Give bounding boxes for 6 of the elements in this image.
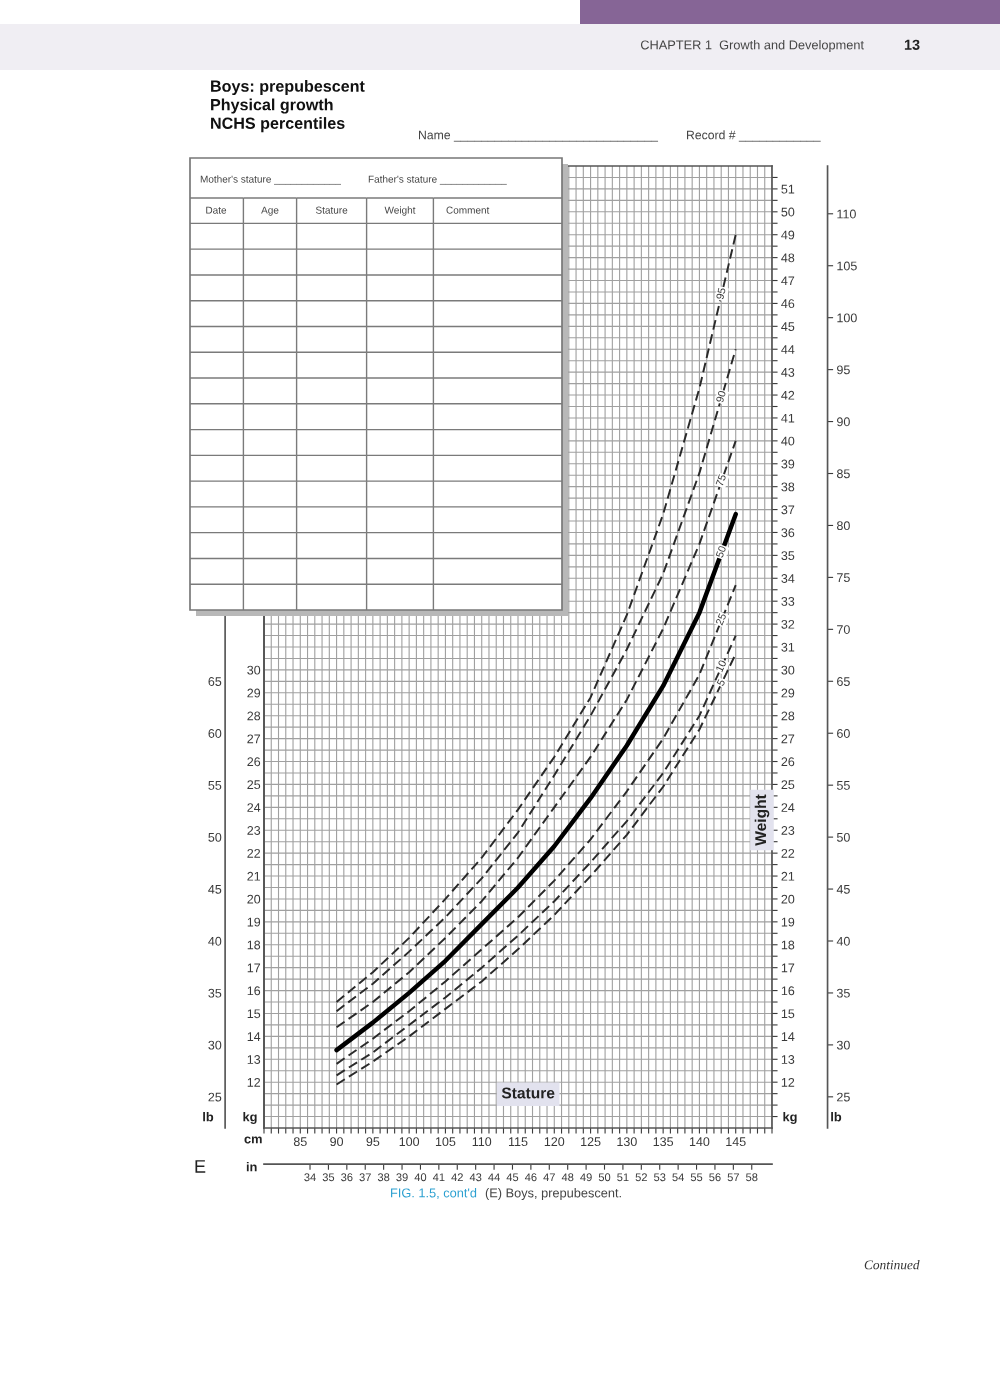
chart-title: Boys: prepubescent Physical growth NCHS percentiles: [211, 80, 365, 133]
line-series: [335, 348, 737, 1013]
line-series: [335, 233, 737, 1003]
line-series: [335, 439, 737, 1029]
line-series: [334, 511, 738, 1053]
text: E: [195, 1160, 206, 1173]
